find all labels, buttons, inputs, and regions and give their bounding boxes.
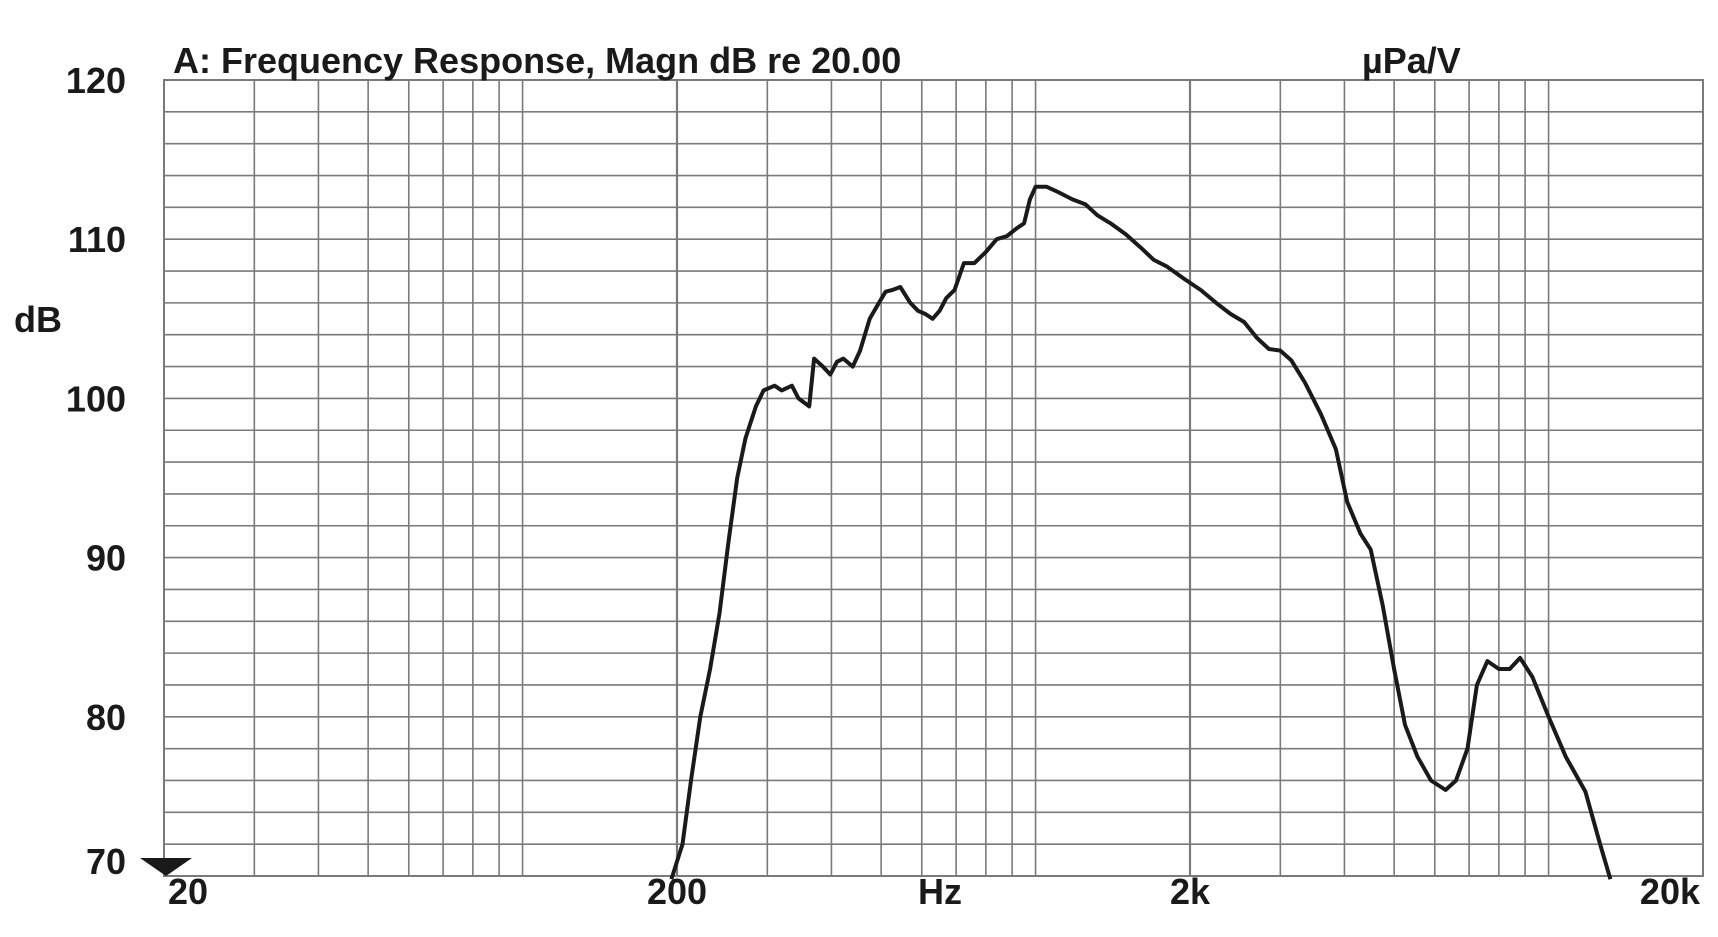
x-tick-label: 20k	[1640, 871, 1701, 912]
reference-marker-icon	[140, 858, 192, 876]
chart-title-unit: µPa/V	[1362, 40, 1461, 81]
x-tick-label: 200	[647, 871, 707, 912]
plot-grid	[163, 79, 1704, 877]
response-curve	[669, 184, 1613, 880]
y-tick-label: 100	[66, 378, 126, 419]
plot-frame	[163, 79, 1704, 877]
y-tick-label: 80	[86, 697, 126, 738]
x-tick-label: 20	[168, 871, 208, 912]
chart-title: A: Frequency Response, Magn dB re 20.00	[173, 40, 901, 81]
x-tick-labels: 20 200 2k 20k	[168, 871, 1701, 912]
x-tick-label: 2k	[1170, 871, 1211, 912]
x-axis-label: Hz	[918, 871, 962, 912]
y-tick-label: 90	[86, 538, 126, 579]
y-axis-label: dB	[14, 299, 62, 340]
y-tick-labels: 120 110 100 90 80 70	[66, 60, 126, 882]
y-tick-label: 110	[68, 219, 126, 260]
y-tick-label: 120	[66, 60, 126, 101]
y-tick-label: 70	[86, 841, 126, 882]
